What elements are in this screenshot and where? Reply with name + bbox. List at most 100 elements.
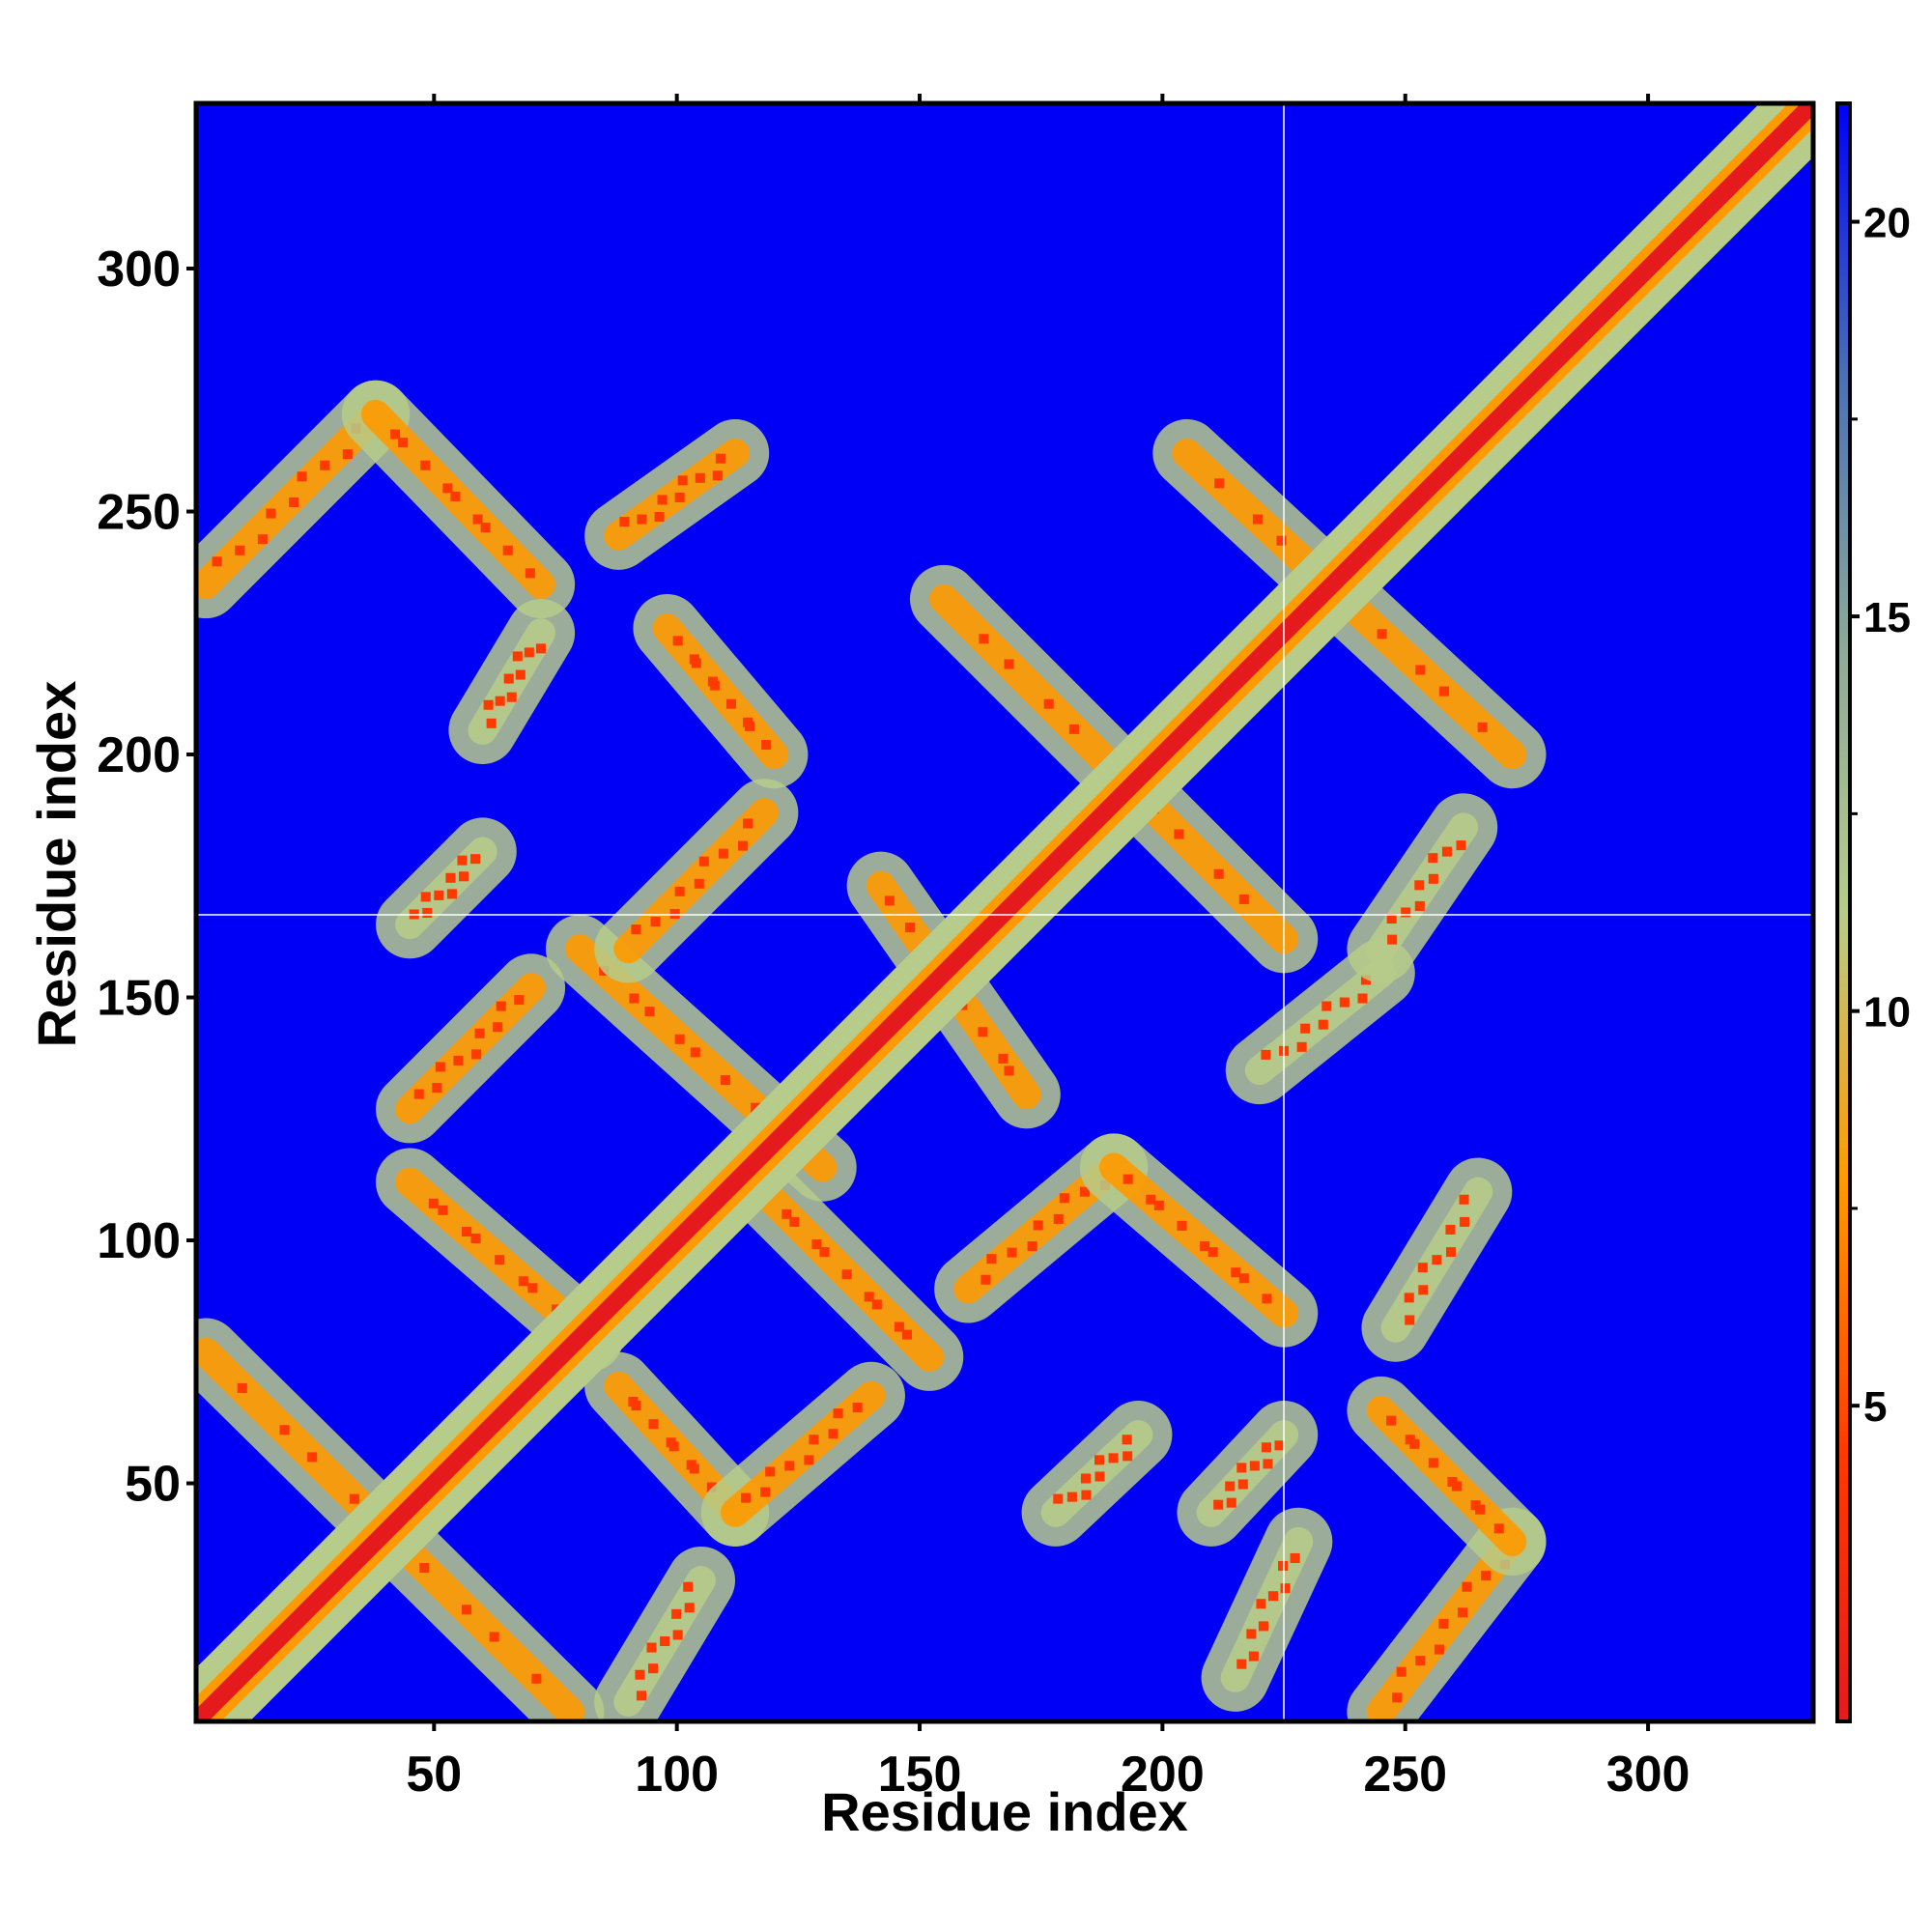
- contact-cell: [1237, 1479, 1248, 1490]
- x-axis-title: Residue index: [821, 1781, 1188, 1842]
- contact-cell: [720, 1075, 730, 1086]
- contact-cell: [524, 647, 534, 658]
- contact-segment: [594, 1546, 735, 1721]
- contact-cell: [1200, 1241, 1210, 1252]
- contact-segment: [1347, 1376, 1547, 1577]
- contact-cell: [438, 1205, 448, 1215]
- contact-cell: [453, 1055, 464, 1065]
- contact-cell: [1392, 1692, 1403, 1703]
- contact-cell: [904, 923, 915, 933]
- contact-cell: [1213, 1499, 1224, 1510]
- contact-cell: [980, 1274, 991, 1285]
- contact-cell: [804, 1455, 814, 1465]
- contact-cell: [1441, 846, 1452, 857]
- contact-cell: [212, 556, 222, 567]
- contact-cell: [1238, 894, 1249, 904]
- contact-segment: [375, 953, 566, 1144]
- contact-cell: [674, 1034, 685, 1044]
- contact-cell: [515, 669, 526, 680]
- contact-cell: [1438, 1618, 1449, 1629]
- contact-cell: [901, 1329, 912, 1340]
- contact-cell: [1226, 1497, 1236, 1508]
- contact-cell: [472, 514, 483, 525]
- contact-cell: [684, 1603, 695, 1613]
- contact-cell: [461, 1226, 472, 1236]
- contact-segment: [341, 380, 576, 619]
- colorbar: 5 10 15 20: [1835, 101, 1911, 1723]
- contact-segment: [1225, 939, 1415, 1105]
- contact-cell: [432, 1083, 442, 1094]
- contact-cell: [1081, 1490, 1092, 1500]
- colorbar-tick-label: 20: [1863, 200, 1911, 247]
- contact-cell: [1225, 1481, 1236, 1492]
- contact-cell: [1278, 1561, 1289, 1572]
- colorbar-tick-label: 5: [1863, 1383, 1887, 1431]
- x-tick-label: 100: [635, 1747, 719, 1803]
- contact-cell: [266, 508, 276, 519]
- contact-segment: [448, 599, 576, 765]
- contact-cell: [503, 673, 514, 684]
- y-tick-label: 300: [97, 242, 181, 298]
- contact-cell: [894, 1321, 904, 1332]
- y-tick-label: 150: [97, 971, 181, 1027]
- contact-cell: [297, 471, 307, 482]
- contact-cell: [398, 438, 409, 448]
- contact-cell: [1033, 1220, 1043, 1231]
- contact-cell: [1177, 1220, 1187, 1231]
- contact-cell: [1415, 665, 1426, 675]
- contact-cell: [349, 1493, 359, 1504]
- contact-cell: [1122, 1451, 1133, 1462]
- contact-cell: [1300, 1023, 1311, 1034]
- contact-cell: [698, 856, 709, 867]
- contact-cell: [535, 643, 546, 654]
- contact-cell: [1094, 1455, 1105, 1465]
- contact-cell: [741, 1492, 752, 1503]
- contact-cell: [502, 545, 513, 555]
- contact-cell: [690, 1047, 700, 1058]
- contact-segment: [1021, 1401, 1173, 1547]
- contact-cell: [781, 1208, 792, 1219]
- contact-cell: [1462, 1581, 1472, 1592]
- contact-segment: [1347, 793, 1498, 983]
- y-axis-title: Residue index: [26, 681, 87, 1048]
- contact-cell: [1246, 1629, 1257, 1639]
- contact-segment: [1177, 1401, 1319, 1547]
- contact-cell: [428, 1198, 439, 1208]
- contact-cell: [1249, 1461, 1260, 1471]
- contact-cell: [672, 636, 683, 646]
- contact-cell: [1280, 1583, 1291, 1594]
- contact-cell: [1386, 1415, 1397, 1426]
- contact-cell: [1080, 1473, 1091, 1484]
- colorbar-ramp: [1835, 101, 1852, 1723]
- contact-cell: [689, 1463, 699, 1474]
- contact-cell: [514, 995, 525, 1006]
- contact-cell: [1290, 1552, 1300, 1564]
- diagonal-band: [196, 103, 1813, 1721]
- contact-cell: [725, 698, 737, 709]
- contact-cell: [1428, 873, 1438, 884]
- contact-cell: [420, 892, 431, 902]
- contact-cell: [852, 1403, 863, 1413]
- y-tick-label: 50: [125, 1457, 181, 1513]
- contact-cell: [1153, 1200, 1164, 1210]
- contact-cell: [445, 872, 456, 883]
- contact-cell: [1460, 1216, 1470, 1227]
- contact-cell: [677, 475, 688, 486]
- contact-cell: [1438, 686, 1449, 696]
- contact-cell: [435, 1062, 445, 1072]
- contact-cell: [506, 692, 517, 702]
- contact-cell: [413, 1089, 424, 1099]
- contact-cell: [1208, 1247, 1218, 1258]
- contact-segment: [1079, 1133, 1319, 1348]
- contact-cell: [446, 889, 457, 899]
- x-tick-label: 150: [878, 1747, 962, 1803]
- contact-cell: [648, 1419, 659, 1430]
- contact-cell: [637, 514, 647, 525]
- contact-cell: [1445, 1224, 1456, 1235]
- contact-cell: [715, 453, 725, 464]
- contact-cell: [1043, 698, 1054, 709]
- contact-cell: [1238, 1273, 1249, 1284]
- contact-cell: [1414, 880, 1425, 891]
- contact-cell: [457, 855, 468, 866]
- contact-cell: [1445, 1247, 1457, 1258]
